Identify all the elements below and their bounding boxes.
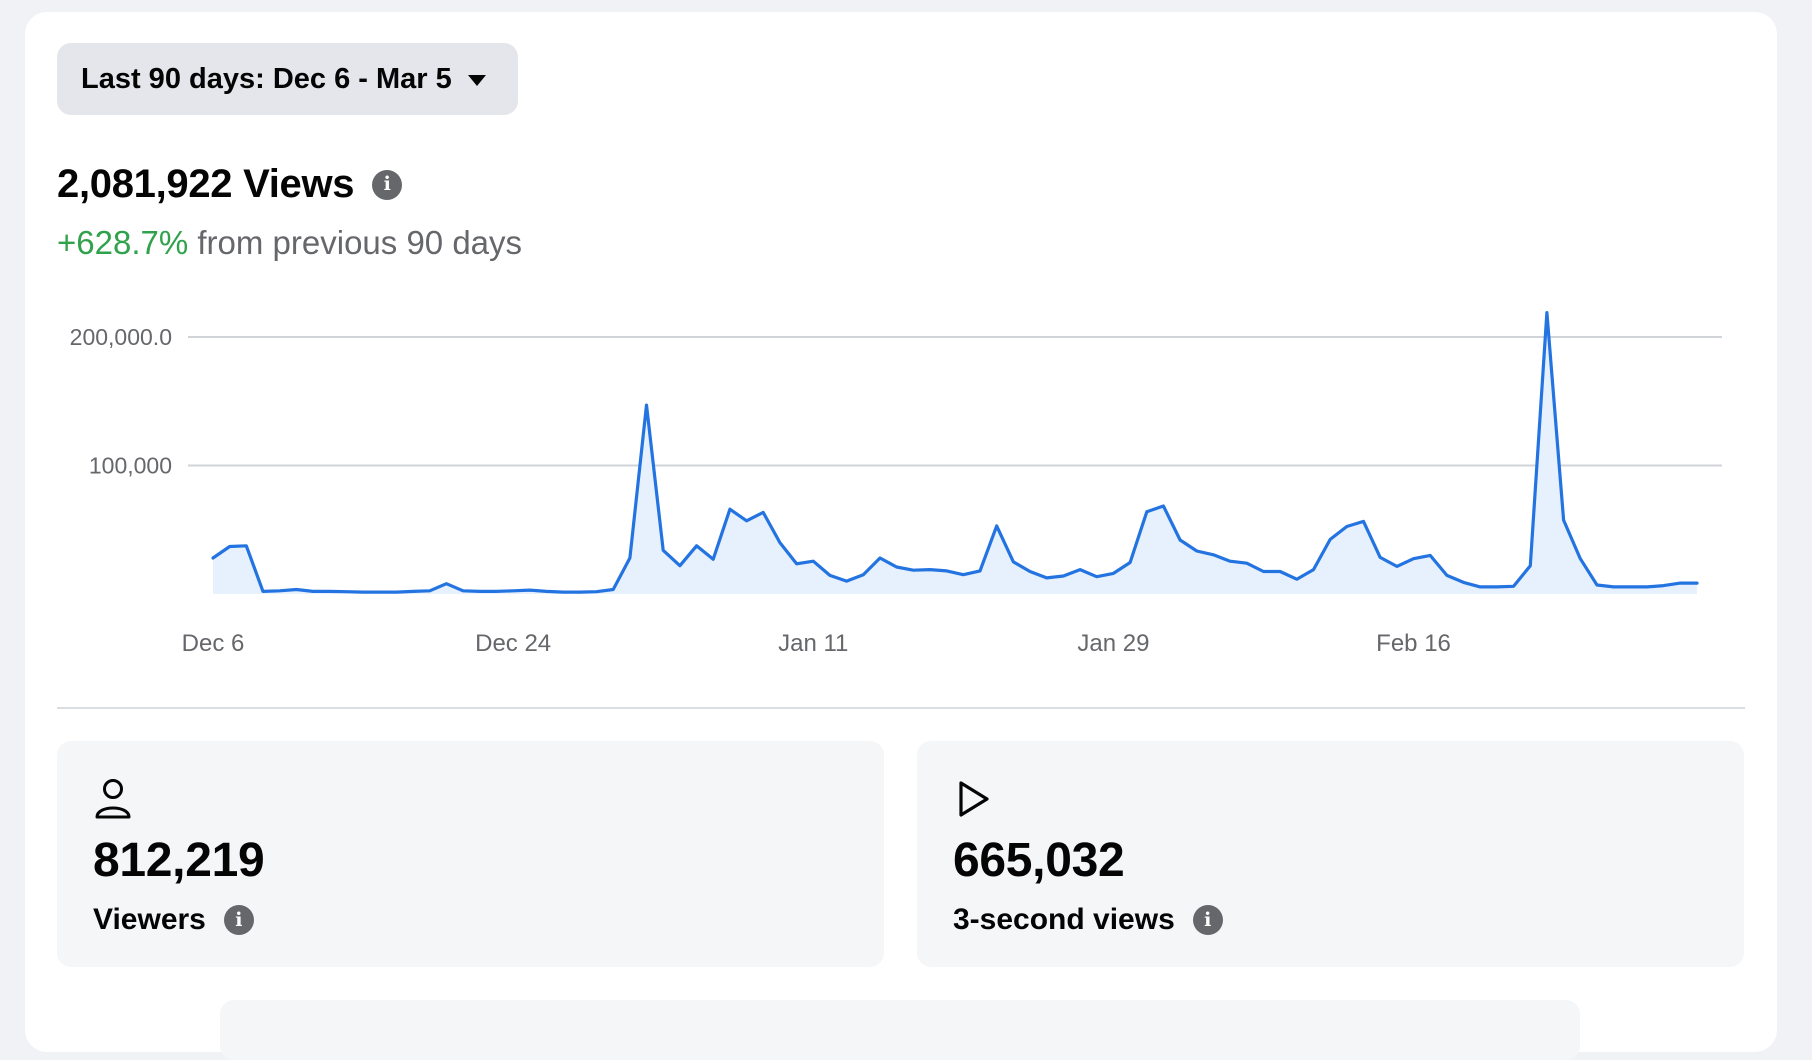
next-section-preview <box>220 1000 1580 1060</box>
x-tick-label: Dec 6 <box>182 630 245 657</box>
info-icon[interactable]: i <box>223 905 254 935</box>
stat-card-3-second-views: 665,032 3-second views i <box>917 741 1744 967</box>
date-range-label: Last 90 days: Dec 6 - Mar 5 <box>81 62 452 95</box>
views-total: 2,081,922 Views i <box>57 162 403 207</box>
x-tick-label: Feb 16 <box>1376 630 1451 657</box>
views-line <box>211 311 1699 594</box>
viewers-label: Viewers <box>93 903 206 936</box>
y-tick-label: 100,000 <box>89 453 172 479</box>
views-change: +628.7% from previous 90 days <box>57 224 522 262</box>
x-tick-label: Jan 11 <box>778 630 848 657</box>
views-chart: 200,000.0 100,000 Dec 6 Dec 24 Jan 11 Jan 29… <box>70 311 1722 657</box>
person-icon <box>95 779 131 819</box>
play-icon <box>959 781 989 817</box>
views-total-value: 2,081,922 Views <box>57 162 355 206</box>
caret-down-icon <box>467 74 486 86</box>
info-icon[interactable]: i <box>1192 905 1223 935</box>
three-second-views-label: 3-second views <box>953 903 1175 936</box>
insights-card: Last 90 days: Dec 6 - Mar 5 2,081,922 Vi… <box>25 12 1777 1060</box>
views-change-text: from previous 90 days <box>197 224 523 261</box>
info-icon[interactable]: i <box>372 169 403 200</box>
date-range-dropdown[interactable]: Last 90 days: Dec 6 - Mar 5 <box>57 43 518 115</box>
stat-card-viewers: 812,219 Viewers i <box>57 741 884 967</box>
views-area <box>213 312 1697 594</box>
viewers-value: 812,219 <box>93 834 265 887</box>
section-divider <box>57 707 1745 709</box>
views-change-pct: +628.7% <box>57 224 189 261</box>
x-tick-label: Jan 29 <box>1077 630 1149 657</box>
y-tick-label: 200,000.0 <box>70 324 172 350</box>
x-tick-label: Dec 24 <box>475 630 551 657</box>
three-second-views-value: 665,032 <box>953 834 1125 887</box>
